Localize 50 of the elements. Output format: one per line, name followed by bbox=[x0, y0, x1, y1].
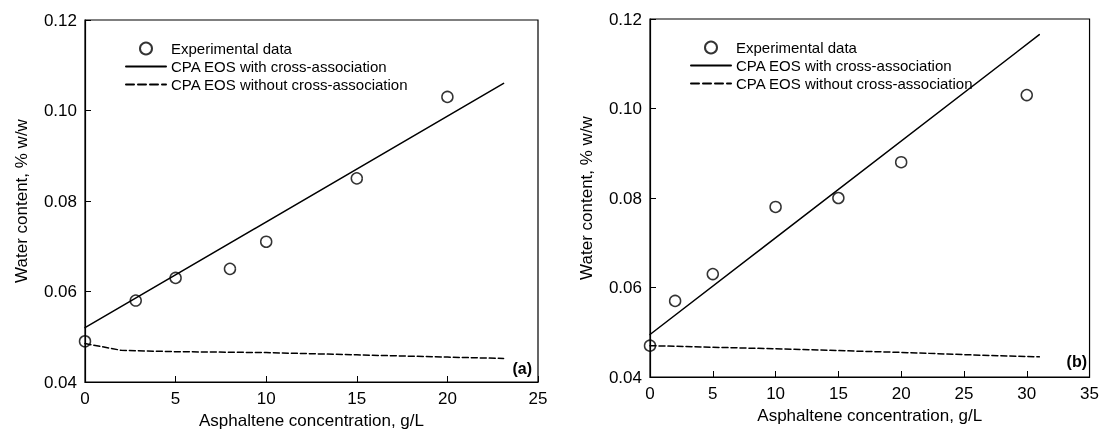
point bbox=[832, 191, 845, 205]
y-tick-label: 0.08 bbox=[608, 188, 642, 208]
x-axis-title: Asphaltene concentration, g/L bbox=[199, 411, 424, 430]
legend-label: CPA EOS with cross-association bbox=[736, 57, 952, 74]
point bbox=[169, 271, 182, 285]
legend-label: CPA EOS with cross-association bbox=[171, 58, 387, 75]
y-tick-label: 0.10 bbox=[43, 101, 77, 120]
point bbox=[350, 172, 364, 185]
legend-label: CPA EOS without cross-association bbox=[736, 75, 973, 92]
point bbox=[78, 335, 92, 348]
point bbox=[129, 294, 142, 307]
point bbox=[643, 339, 657, 352]
x-tick-label: 0 bbox=[80, 389, 90, 408]
y-tick-label: 0.06 bbox=[608, 278, 642, 297]
x-tick-label: 30 bbox=[1017, 384, 1037, 403]
x-tick-label: 35 bbox=[1080, 384, 1100, 403]
x-tick-label: 20 bbox=[437, 389, 457, 408]
y-tick-label: 0.12 bbox=[43, 10, 77, 30]
point bbox=[259, 235, 273, 248]
x-axis-title: Asphaltene concentration, g/L bbox=[757, 406, 983, 425]
x-tick-label: 25 bbox=[528, 389, 548, 408]
point bbox=[1020, 88, 1033, 102]
x-tick-label: 25 bbox=[954, 384, 974, 403]
point bbox=[668, 294, 682, 308]
point bbox=[441, 90, 454, 104]
x-tick-label: 20 bbox=[891, 384, 911, 403]
legend-label: Experimental data bbox=[171, 40, 293, 57]
y-tick-label: 0.04 bbox=[608, 367, 642, 387]
point bbox=[223, 262, 237, 276]
x-tick-label: 5 bbox=[708, 384, 718, 403]
x-tick-label: 15 bbox=[347, 389, 367, 408]
x-tick-label: 5 bbox=[170, 389, 181, 408]
y-tick-label: 0.10 bbox=[608, 99, 642, 118]
x-tick-label: 10 bbox=[766, 384, 786, 403]
y-axis-title: Water content, % w/w bbox=[577, 115, 596, 280]
y-tick-label: 0.12 bbox=[608, 9, 642, 29]
point bbox=[894, 155, 908, 169]
legend-label: Experimental data bbox=[736, 39, 858, 56]
y-tick-label: 0.04 bbox=[43, 372, 77, 392]
y-tick-label: 0.08 bbox=[43, 191, 77, 211]
x-tick-label: 15 bbox=[828, 384, 848, 403]
annotation: (a) bbox=[512, 359, 533, 377]
x-tick-label: 0 bbox=[645, 384, 655, 403]
legend-label: CPA EOS without cross-association bbox=[171, 76, 408, 93]
annotation: (b) bbox=[1066, 352, 1088, 370]
y-axis-title: Water content, % w/w bbox=[12, 118, 31, 283]
point bbox=[769, 200, 782, 214]
point bbox=[706, 267, 720, 281]
x-tick-label: 10 bbox=[256, 389, 276, 408]
y-tick-label: 0.06 bbox=[43, 282, 77, 301]
